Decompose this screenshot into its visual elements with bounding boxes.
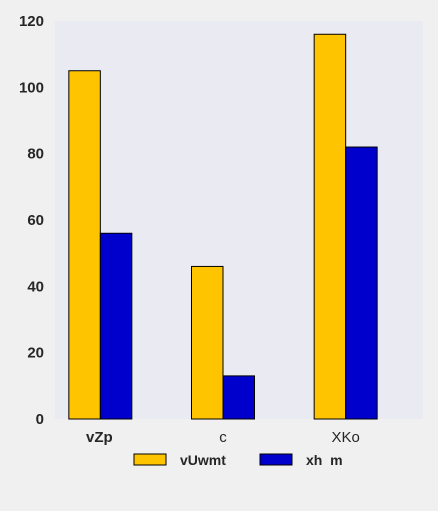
legend-swatch	[259, 453, 293, 466]
legend: vUwmt xh m	[133, 452, 343, 468]
legend-swatch	[133, 453, 167, 466]
bars	[68, 33, 378, 420]
y-tick-label: 40	[27, 278, 44, 295]
legend-label: vUwmt	[180, 452, 226, 468]
x-tick-label: vZp	[86, 429, 113, 446]
y-tick-label: 60	[27, 212, 44, 229]
bar-xh-m-vZp	[99, 232, 133, 420]
legend-label: xh m	[306, 452, 343, 468]
bar-vUwmt-c	[191, 265, 224, 420]
x-tick-label: XKo	[331, 429, 359, 446]
y-tick-label: 80	[27, 146, 44, 163]
y-axis: 0 20 40 60 80 100 120	[19, 13, 44, 428]
bar-xh-m-c	[222, 375, 255, 420]
x-tick-label: c	[219, 429, 227, 446]
y-tick-label: 120	[19, 13, 44, 30]
y-tick-label: 100	[19, 79, 44, 96]
y-tick-label: 20	[27, 345, 44, 362]
x-axis: vZp c XKo	[86, 429, 360, 446]
bar-xh-m-XKo	[345, 146, 378, 420]
bar-vUwmt-vZp	[68, 70, 101, 420]
y-tick-label: 0	[36, 411, 44, 428]
bar-vUwmt-XKo	[313, 33, 347, 420]
